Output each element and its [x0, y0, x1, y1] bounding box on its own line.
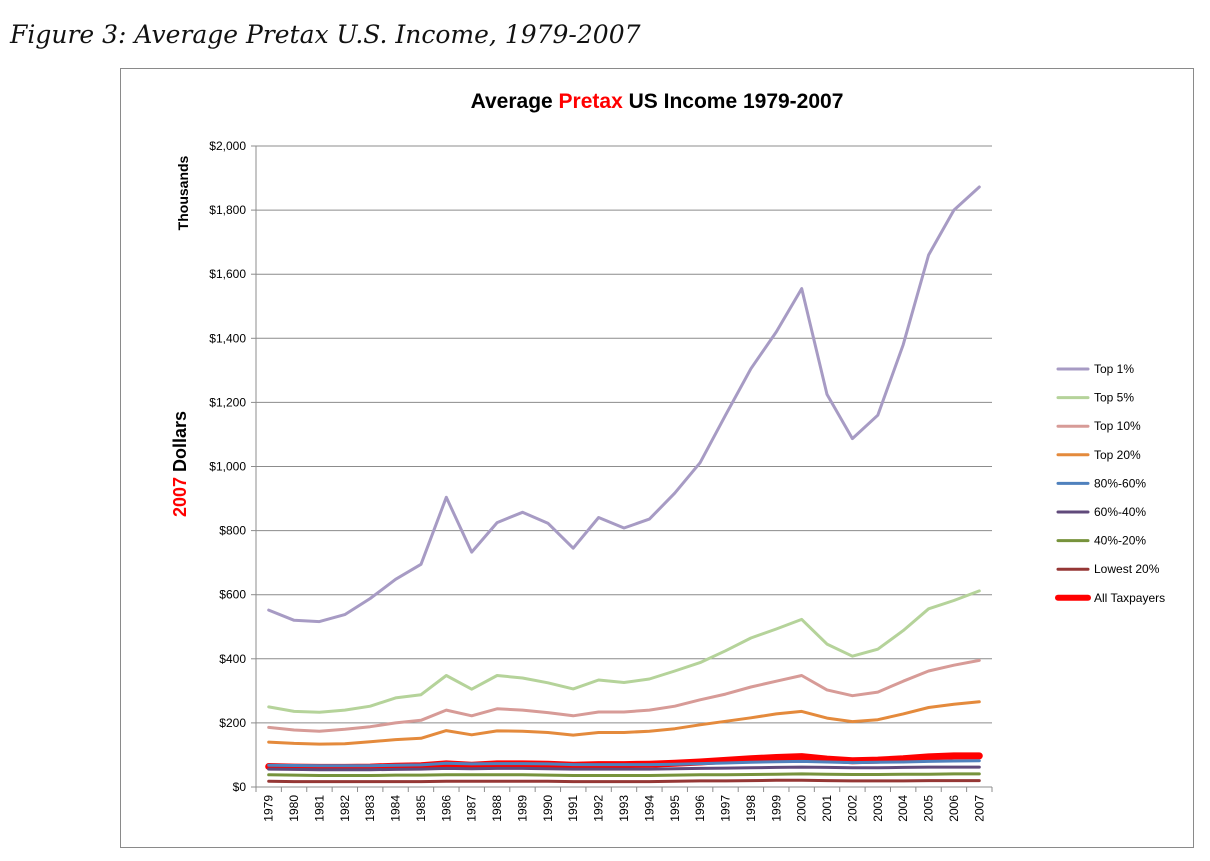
- y-tick-label: $2,000: [209, 139, 246, 153]
- y-axis-label-part: 2007: [170, 477, 190, 517]
- series-line-60-40: [267, 765, 981, 772]
- chart-title-part: US Income 1979-2007: [623, 90, 844, 113]
- series-lines: [265, 185, 983, 784]
- x-tick-label: 1988: [490, 795, 504, 822]
- series-line-80-60: [267, 759, 981, 768]
- series-line-top-20: [267, 700, 981, 746]
- x-tick-label: 1989: [515, 795, 529, 822]
- x-tick-label: 2005: [922, 795, 936, 822]
- x-tick-label: 1995: [668, 795, 682, 822]
- series-line-top-5: [267, 589, 981, 714]
- x-tick-label: 1999: [769, 795, 783, 822]
- legend-label: Top 10%: [1094, 419, 1141, 433]
- y-tick-label: $0: [233, 780, 247, 794]
- legend-label: Top 1%: [1094, 362, 1134, 376]
- y-tick-label: $800: [219, 524, 246, 538]
- x-tick-label: 1980: [287, 795, 301, 822]
- x-tick-label: 1998: [744, 795, 758, 822]
- series-line-lowest-20: [267, 778, 981, 784]
- x-tick-labels: 1979 1980 1981 1982 1983 1984 1985 1986 1987 1988…: [262, 795, 987, 822]
- x-tick-label: 2003: [871, 795, 885, 822]
- line-chart: Average Pretax US Income 1979-2007 $0 $20…: [170, 90, 1165, 822]
- chart-title-part: Average: [471, 90, 559, 113]
- legend-label: Lowest 20%: [1094, 562, 1160, 576]
- y-axis-label-thousands: Thousands: [175, 155, 191, 230]
- y-tick-labels: $0 $200 $400 $600 $800 $1,000 $1,200 $1,400 $1,6…: [209, 139, 246, 794]
- x-tick-label: 2002: [845, 795, 859, 822]
- y-axis-label-dollars: 2007 Dollars: [170, 411, 190, 517]
- x-tick-label: 1996: [693, 795, 707, 822]
- y-tick-label: $1,200: [209, 395, 246, 409]
- x-tick-label: 2007: [972, 795, 986, 822]
- chart-title-part: Pretax: [559, 90, 624, 113]
- series-line-40-20: [267, 772, 981, 777]
- legend: Top 1% Top 5% Top 10% Top 20% 80%-60% 60%-40%…: [1055, 362, 1165, 605]
- series-line-top-1: [267, 185, 981, 624]
- legend-label: All Taxpayers: [1094, 591, 1165, 605]
- x-tick-label: 1994: [642, 795, 656, 822]
- figure-caption: Figure 3: Average Pretax U.S. Income, 19…: [10, 20, 641, 49]
- y-tick-label: $200: [219, 716, 246, 730]
- x-tick-label: 2001: [820, 795, 834, 822]
- legend-label: Top 20%: [1094, 448, 1141, 462]
- x-tick-label: 2000: [795, 795, 809, 822]
- legend-label: Top 5%: [1094, 391, 1134, 405]
- legend-label: 60%-40%: [1094, 505, 1146, 519]
- x-tick-label: 1981: [312, 795, 326, 822]
- x-tick-label: 1986: [439, 795, 453, 822]
- chart-title: Average Pretax US Income 1979-2007: [471, 90, 844, 113]
- x-tick-label: 1993: [617, 795, 631, 822]
- y-axis-label-part: Dollars: [170, 411, 190, 477]
- x-tick-label: 1987: [465, 795, 479, 822]
- legend-label: 80%-60%: [1094, 476, 1146, 490]
- x-tick-label: 1992: [592, 795, 606, 822]
- x-tick-label: 1979: [262, 795, 276, 822]
- y-tick-label: $600: [219, 588, 246, 602]
- x-tick-label: 1982: [338, 795, 352, 822]
- x-tick-label: 1985: [414, 795, 428, 822]
- x-tick-label: 1991: [566, 795, 580, 822]
- y-tick-label: $400: [219, 652, 246, 666]
- gridlines: [256, 145, 992, 724]
- y-tick-label: $1,400: [209, 331, 246, 345]
- chart-frame: Average Pretax US Income 1979-2007 $0 $20…: [120, 68, 1194, 848]
- y-tick-label: $1,600: [209, 267, 246, 281]
- series-line-top-10: [267, 658, 981, 733]
- x-tick-label: 2004: [896, 795, 910, 822]
- y-tick-label: $1,000: [209, 460, 246, 474]
- x-tick-label: 1997: [719, 795, 733, 822]
- axes: [251, 145, 993, 792]
- legend-label: 40%-20%: [1094, 534, 1146, 548]
- x-tick-label: 1983: [363, 795, 377, 822]
- x-tick-label: 1984: [389, 795, 403, 822]
- x-tick-label: 1990: [541, 795, 555, 822]
- x-tick-label: 2006: [947, 795, 961, 822]
- y-tick-label: $1,800: [209, 203, 246, 217]
